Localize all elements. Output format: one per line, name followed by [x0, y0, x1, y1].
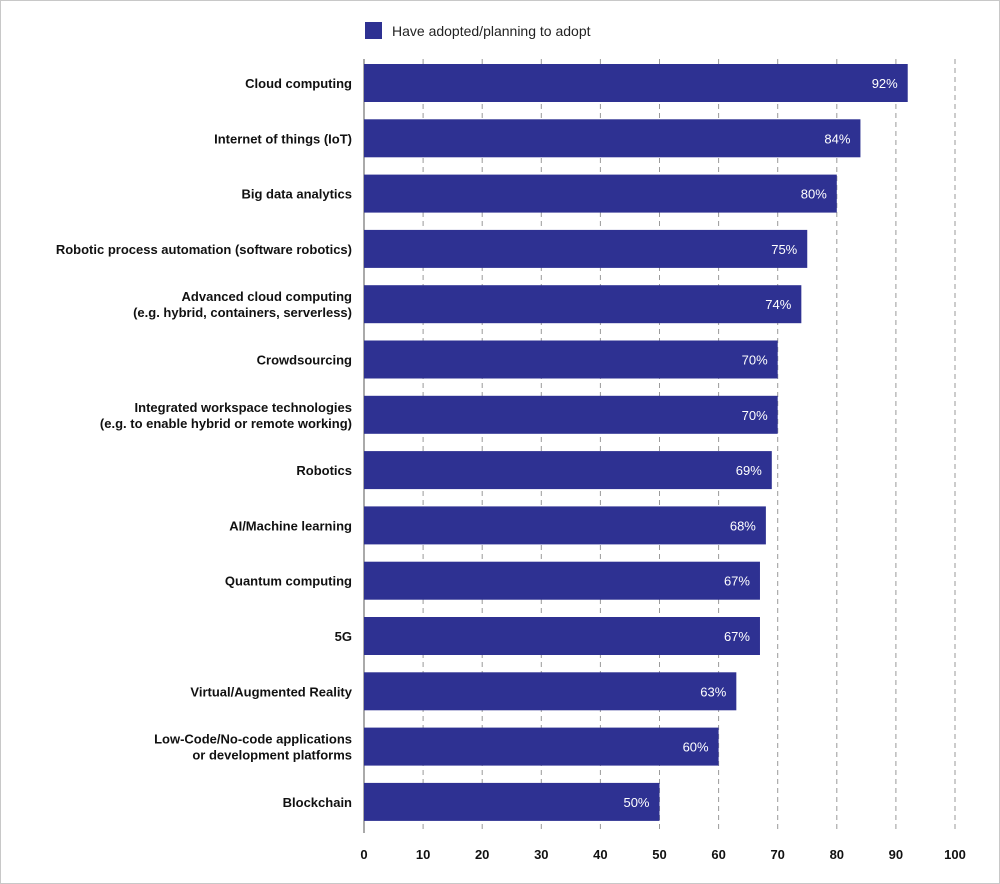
category-label-9: Quantum computing: [225, 574, 352, 589]
category-label-7: Robotics: [296, 463, 352, 478]
value-label-4: 74%: [765, 297, 791, 312]
bar-3: [364, 229, 808, 268]
x-tick-label-90: 90: [889, 847, 903, 862]
legend: Have adopted/planning to adopt: [365, 22, 591, 39]
legend-swatch: [365, 22, 382, 39]
bar-0: [364, 64, 908, 102]
x-tick-label-10: 10: [416, 847, 430, 862]
category-labels: Cloud computing Internet of things (IoT) B…: [56, 76, 353, 810]
value-label-5: 70%: [742, 353, 768, 368]
value-label-7: 69%: [736, 463, 762, 478]
bar-8: [364, 506, 766, 545]
category-label-6: Integrated workspace technologies (e.g. t…: [100, 400, 352, 431]
x-tick-label-20: 20: [475, 847, 489, 862]
value-label-10: 67%: [724, 629, 750, 644]
value-label-0: 92%: [872, 76, 898, 91]
x-tick-label-70: 70: [770, 847, 784, 862]
value-label-9: 67%: [724, 574, 750, 589]
category-label-12: Low-Code/No-code applications or developm…: [154, 732, 352, 763]
category-label-5: Crowdsourcing: [257, 353, 352, 368]
value-label-3: 75%: [771, 242, 797, 257]
x-tick-label-60: 60: [711, 847, 725, 862]
x-tick-label-100: 100: [944, 847, 966, 862]
category-label-1: Internet of things (IoT): [214, 131, 352, 146]
value-label-12: 60%: [683, 740, 709, 755]
bar-13: [364, 782, 660, 821]
bar-5: [364, 340, 778, 379]
category-label-4: Advanced cloud computing (e.g. hybrid, co…: [133, 289, 352, 320]
bar-2: [364, 174, 837, 213]
value-label-2: 80%: [801, 187, 827, 202]
bar-1: [364, 119, 861, 158]
bar-4: [364, 285, 802, 324]
category-label-13: Blockchain: [283, 795, 352, 810]
category-label-2: Big data analytics: [241, 187, 352, 202]
category-label-8: AI/Machine learning: [229, 518, 352, 533]
bar-6: [364, 395, 778, 434]
value-label-11: 63%: [700, 684, 726, 699]
x-tick-label-0: 0: [360, 847, 367, 862]
value-label-8: 68%: [730, 518, 756, 533]
category-label-11: Virtual/Augmented Reality: [190, 684, 352, 699]
bars: 92% 84% 80% 75% 74% 70% 70% 69% 68% 67% 67% 63% 60% 5…: [364, 64, 908, 821]
x-tick-label-40: 40: [593, 847, 607, 862]
value-label-6: 70%: [742, 408, 768, 423]
bar-7: [364, 451, 772, 490]
x-tick-label-80: 80: [830, 847, 844, 862]
x-tick-label-30: 30: [534, 847, 548, 862]
value-label-13: 50%: [623, 795, 649, 810]
bar-10: [364, 617, 760, 655]
category-label-0: Cloud computing: [245, 76, 352, 91]
x-tick-label-50: 50: [652, 847, 666, 862]
bar-9: [364, 561, 760, 600]
category-label-10: 5G: [335, 629, 352, 644]
bar-11: [364, 672, 737, 711]
legend-label: Have adopted/planning to adopt: [392, 23, 591, 39]
bar-12: [364, 727, 719, 766]
category-label-3: Robotic process automation (software rob…: [56, 242, 352, 257]
x-axis: 0 10 20 30 40 50 60 70 80 90 100: [360, 847, 965, 862]
value-label-1: 84%: [824, 131, 850, 146]
